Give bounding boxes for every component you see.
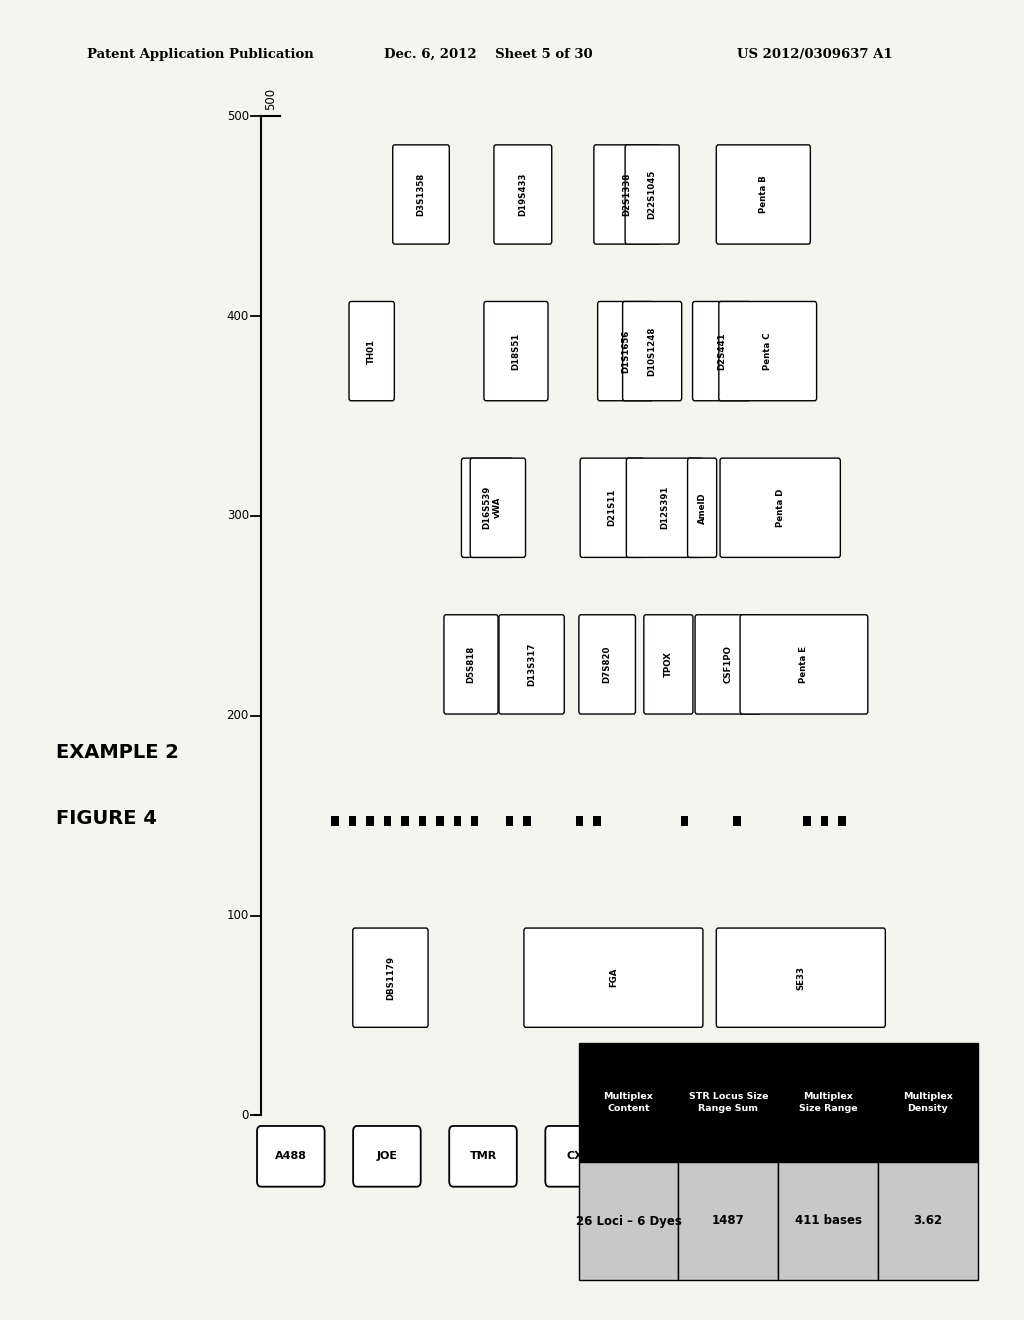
Text: TMR: TMR	[469, 1151, 497, 1162]
Text: CSF1PO: CSF1PO	[723, 645, 732, 684]
Text: A488: A488	[274, 1151, 307, 1162]
Text: D12S391: D12S391	[660, 486, 669, 529]
Text: 411 bases: 411 bases	[795, 1214, 861, 1228]
Text: AmelD: AmelD	[697, 492, 707, 524]
Text: Penta C: Penta C	[763, 333, 772, 370]
Text: TH01: TH01	[368, 339, 376, 363]
Text: Multiplex
Density: Multiplex Density	[903, 1092, 953, 1113]
Text: Penta D: Penta D	[776, 488, 784, 527]
Text: 500: 500	[264, 87, 278, 110]
Text: CC5: CC5	[664, 1151, 687, 1162]
Text: Penta E: Penta E	[800, 645, 808, 682]
Text: 200: 200	[226, 709, 249, 722]
Text: EXAMPLE 2: EXAMPLE 2	[56, 743, 179, 762]
Text: 26 Loci – 6 Dyes: 26 Loci – 6 Dyes	[575, 1214, 681, 1228]
Text: D1S1656: D1S1656	[621, 330, 630, 372]
Text: D13S317: D13S317	[527, 643, 537, 686]
Text: Patent Application Publication: Patent Application Publication	[87, 48, 313, 61]
Text: FGA: FGA	[609, 968, 617, 987]
Text: Dec. 6, 2012    Sheet 5 of 30: Dec. 6, 2012 Sheet 5 of 30	[384, 48, 593, 61]
Text: DBS1179: DBS1179	[386, 956, 395, 999]
Text: D18S51: D18S51	[511, 333, 520, 370]
Text: 500: 500	[226, 110, 249, 123]
Text: 3.62: 3.62	[913, 1214, 942, 1228]
Text: SE33: SE33	[797, 966, 805, 990]
Text: 1487: 1487	[712, 1214, 744, 1228]
Text: Multiplex
Size Range: Multiplex Size Range	[799, 1092, 857, 1113]
Text: D22S1045: D22S1045	[647, 170, 656, 219]
Text: D19S433: D19S433	[518, 173, 527, 216]
Text: D5S818: D5S818	[467, 645, 475, 682]
Text: JOE: JOE	[377, 1151, 397, 1162]
Text: vWA: vWA	[494, 498, 503, 519]
Text: Penta B: Penta B	[759, 176, 768, 214]
Text: 400: 400	[226, 309, 249, 322]
Text: STR Locus Size
Range Sum: STR Locus Size Range Sum	[688, 1092, 768, 1113]
Text: 0: 0	[242, 1109, 249, 1122]
Text: FIGURE 4: FIGURE 4	[56, 809, 158, 828]
Text: 100: 100	[226, 909, 249, 923]
Text: D16S539: D16S539	[482, 486, 492, 529]
Text: D7S820: D7S820	[603, 645, 611, 682]
Text: US 2012/0309637 A1: US 2012/0309637 A1	[737, 48, 893, 61]
Text: D10S1248: D10S1248	[647, 326, 656, 376]
Text: DL633: DL633	[752, 1151, 791, 1162]
Text: Multiplex
Content: Multiplex Content	[603, 1092, 653, 1113]
Text: 300: 300	[226, 510, 249, 523]
Text: CXR: CXR	[566, 1151, 592, 1162]
Text: D21S11: D21S11	[607, 490, 616, 527]
Text: TPOX: TPOX	[664, 652, 673, 677]
Text: D2S1338: D2S1338	[623, 173, 632, 216]
Text: D3S1358: D3S1358	[417, 173, 426, 216]
Text: D2S441: D2S441	[717, 333, 726, 370]
